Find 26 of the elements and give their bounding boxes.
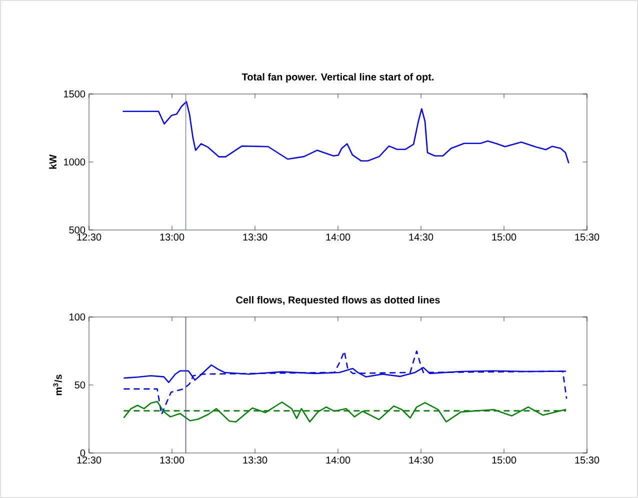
y-axis-title: kW <box>49 154 56 169</box>
y-tick-label: 500 <box>69 226 86 234</box>
line-series <box>122 100 570 164</box>
x-tick-label: 15:30 <box>575 456 600 464</box>
x-tick-label: 13:00 <box>160 456 184 464</box>
y-axis-title: m$^{3}$/s <box>53 374 62 396</box>
x-tick-label: 14:00 <box>326 234 350 241</box>
y-tick-label: 1500 <box>64 90 86 98</box>
y-tick-label: 1000 <box>64 158 86 166</box>
x-tick-label: 14:00 <box>326 456 350 464</box>
x-tick-label: 12:30 <box>77 234 102 241</box>
x-tick-label: 14:30 <box>409 456 434 464</box>
y-tick-label: 50 <box>74 381 86 389</box>
chart-title: Total fan power. Vertical line start of opt. <box>242 73 434 82</box>
x-tick-label: 13:00 <box>160 234 184 241</box>
x-tick-label: 13:30 <box>243 234 268 241</box>
y-tick-label: 100 <box>70 313 86 321</box>
x-tick-label: 14:30 <box>409 234 434 241</box>
chart-title: Cell flows, Requested flows as dotted lines <box>236 296 440 306</box>
y-tick-label: 0 <box>80 449 86 457</box>
x-tick-label: 15:30 <box>575 234 600 241</box>
line-series <box>123 350 568 416</box>
x-tick-label: 12:30 <box>77 456 102 464</box>
x-tick-label: 15:00 <box>492 456 516 464</box>
x-tick-label: 13:30 <box>243 456 268 464</box>
x-tick-label: 15:00 <box>492 234 516 241</box>
